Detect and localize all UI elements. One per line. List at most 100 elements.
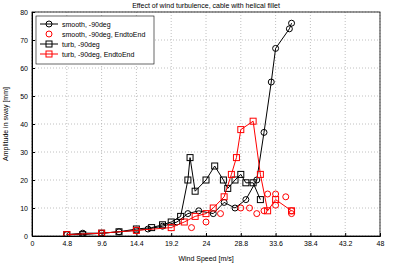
x-tick-label: 24 <box>203 240 211 247</box>
marker <box>265 208 271 214</box>
marker <box>238 205 244 211</box>
marker <box>265 191 271 197</box>
marker <box>250 118 256 124</box>
marker <box>203 211 209 217</box>
y-tick-mark <box>32 236 35 237</box>
series-line <box>67 121 292 234</box>
grid-line-y <box>32 96 380 97</box>
x-tick: 19.2 <box>165 233 179 247</box>
marker <box>286 26 292 32</box>
marker <box>289 20 295 26</box>
legend-marker <box>46 41 52 47</box>
marker <box>228 171 234 177</box>
marker <box>261 208 267 214</box>
marker <box>257 197 263 203</box>
marker <box>64 232 70 236</box>
marker <box>181 219 187 225</box>
x-tick: 38.4 <box>304 233 318 247</box>
y-tick: 10 <box>20 205 35 212</box>
marker <box>80 230 86 236</box>
marker <box>64 232 70 236</box>
marker <box>192 188 198 194</box>
marker <box>203 177 209 183</box>
y-tick: 50 <box>20 93 35 100</box>
y-tick: 70 <box>20 37 35 44</box>
y-tick: 20 <box>20 177 35 184</box>
y-tick-label: 70 <box>20 37 28 44</box>
legend-label: turb, -90deg, EndtoEnd <box>62 51 134 59</box>
grid-line-y <box>32 208 380 209</box>
x-tick-mark <box>276 233 277 236</box>
x-tick-label: 14.4 <box>130 240 144 247</box>
grid <box>32 12 380 236</box>
y-tick-mark <box>32 40 35 41</box>
x-tick-label: 19.2 <box>165 240 179 247</box>
grid-line-x <box>310 12 311 236</box>
legend-label: smooth, -90deg, EndtoEnd <box>62 31 145 39</box>
legend-marker <box>46 31 52 37</box>
y-tick-mark <box>32 12 35 13</box>
marker <box>247 205 253 211</box>
grid-line-y <box>32 68 380 69</box>
marker <box>189 225 195 231</box>
marker <box>99 230 105 236</box>
y-tick-label: 50 <box>20 93 28 100</box>
legend-line <box>40 44 58 45</box>
x-tick: 43.2 <box>339 233 353 247</box>
marker <box>283 194 289 200</box>
marker <box>192 213 198 219</box>
x-tick-label: 0 <box>31 240 35 247</box>
y-tick-mark <box>32 152 35 153</box>
y-tick-label: 20 <box>20 177 28 184</box>
legend: smooth, -90degsmooth, -90deg, EndtoEndtu… <box>36 16 154 64</box>
y-axis: 01020304050607080 <box>20 9 35 240</box>
legend-box <box>36 16 154 64</box>
legend-marker <box>46 51 52 57</box>
y-tick: 60 <box>20 65 35 72</box>
legend-label: turb, -90deg <box>62 41 100 49</box>
marker <box>250 180 256 186</box>
y-tick: 80 <box>20 9 35 16</box>
marker <box>238 127 244 133</box>
x-tick: 48 <box>377 233 385 247</box>
x-tick-mark <box>206 233 207 236</box>
series-line <box>67 158 261 235</box>
marker <box>289 208 295 214</box>
x-tick-label: 48 <box>377 240 385 247</box>
y-tick-mark <box>32 96 35 97</box>
x-tick-mark <box>241 233 242 236</box>
x-axis-title: Wind Speed [m/s] <box>178 255 233 263</box>
marker <box>220 177 226 183</box>
x-tick-mark <box>310 233 311 236</box>
marker <box>160 222 166 228</box>
marker <box>185 177 191 183</box>
y-tick: 40 <box>20 121 35 128</box>
x-tick: 33.6 <box>269 233 283 247</box>
y-tick-label: 80 <box>20 9 28 16</box>
marker <box>243 180 249 186</box>
marker <box>64 232 70 236</box>
marker <box>133 227 139 233</box>
y-tick-mark <box>32 208 35 209</box>
y-tick: 0 <box>24 233 35 240</box>
x-tick-label: 38.4 <box>304 240 318 247</box>
y-tick-label: 60 <box>20 65 28 72</box>
chart: 04.89.614.419.22428.833.638.443.24801020… <box>0 0 394 264</box>
marker <box>185 211 191 217</box>
x-tick-mark <box>171 233 172 236</box>
marker <box>254 211 260 217</box>
marker <box>232 205 238 211</box>
y-tick-mark <box>32 124 35 125</box>
y-tick-label: 0 <box>24 233 28 240</box>
plot-frame <box>32 12 380 236</box>
x-axis: 04.89.614.419.22428.833.638.443.248 <box>31 233 385 247</box>
marker <box>257 171 263 177</box>
x-tick-label: 4.8 <box>62 240 72 247</box>
grid-line-y <box>32 124 380 125</box>
title: Effect of wind turbulence, cable with he… <box>132 2 280 9</box>
marker <box>210 205 216 211</box>
x-tick: 28.8 <box>234 233 248 247</box>
legend-marker <box>46 21 52 27</box>
x-tick-label: 33.6 <box>269 240 283 247</box>
y-axis-line <box>33 13 36 237</box>
